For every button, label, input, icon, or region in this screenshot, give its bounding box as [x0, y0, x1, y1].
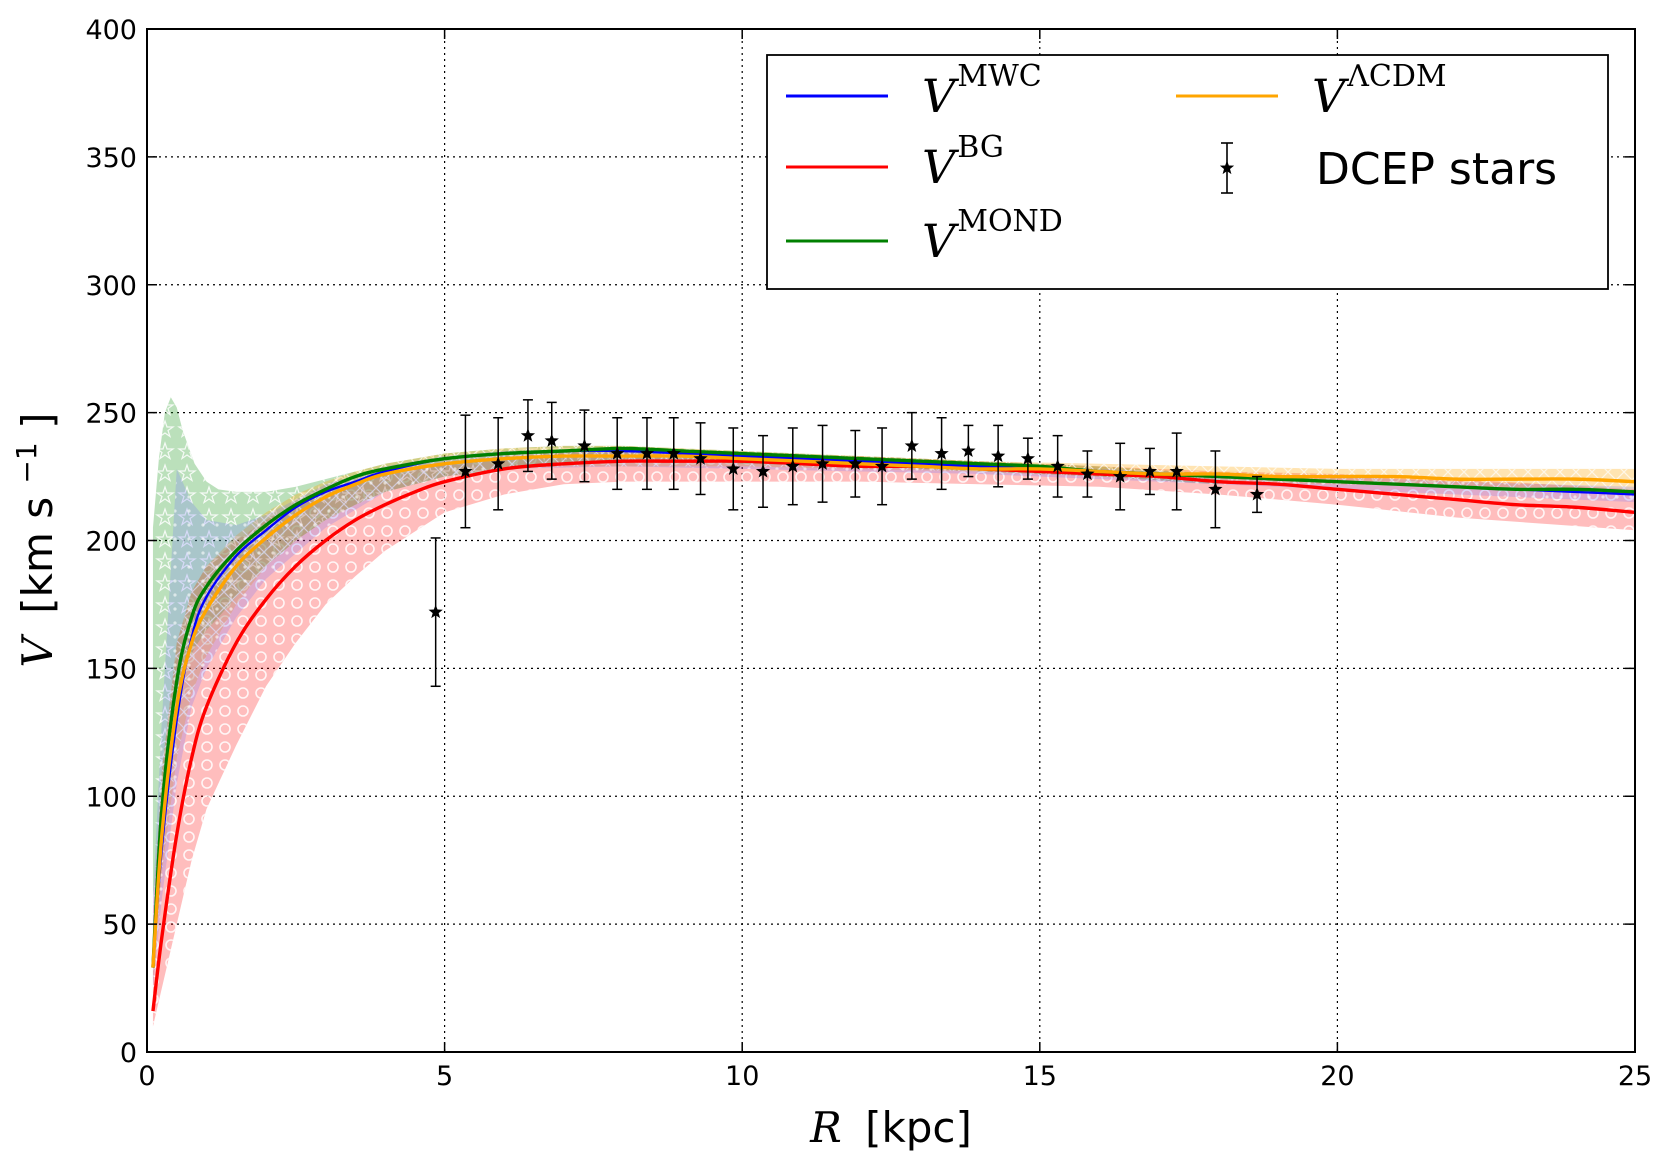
dcep-point-2: [491, 416, 506, 511]
dcep-marker-16: [904, 438, 919, 452]
dcep-point-6: [610, 416, 625, 491]
legend-label-bg: VBG: [922, 130, 1004, 194]
dcep-marker-15: [874, 458, 890, 473]
dcep-marker-9: [693, 451, 708, 465]
dcep-point-13: [815, 424, 830, 503]
x-axis-symbol: R: [809, 1103, 842, 1152]
dcep-point-14: [848, 429, 863, 498]
dcep-marker-12: [785, 458, 800, 473]
dcep-point-17: [934, 416, 949, 491]
dcep-marker-17: [934, 446, 949, 460]
y-axis-symbol: V: [13, 633, 62, 667]
dcep-marker-19: [991, 448, 1006, 463]
model-curves: [151, 446, 1635, 1012]
legend-label-dcep: DCEP stars: [1316, 144, 1557, 195]
dcep-marker-7: [639, 446, 655, 460]
dcep-point-26: [1208, 450, 1223, 529]
y-tick-label-7: 350: [85, 143, 137, 174]
dcep-point-8: [666, 416, 681, 491]
dcep-point-20: [1020, 437, 1036, 480]
x-axis-unit: [kpc]: [865, 1103, 972, 1152]
dcep-marker-25: [1169, 463, 1184, 478]
dcep-marker-5: [577, 438, 592, 452]
dcep-marker-26: [1208, 481, 1223, 496]
y-tick-label-1: 50: [103, 910, 137, 941]
series-line-bg: [151, 459, 1635, 1012]
legend-swatch-dcep: [1219, 142, 1235, 194]
dcep-marker-2: [491, 456, 506, 470]
dcep-point-18: [961, 424, 976, 478]
y-tick-label-0: 0: [120, 1038, 137, 1069]
y-axis-unit-exponent: −1: [10, 442, 43, 483]
series-line-mond: [151, 446, 1635, 968]
dcep-point-23: [1113, 442, 1128, 511]
x-tick-label-5: 25: [1618, 1061, 1652, 1092]
dcep-point-25: [1169, 432, 1184, 511]
dcep-point-21: [1050, 434, 1065, 498]
x-tick-label-2: 10: [725, 1061, 759, 1092]
dcep-marker-24: [1142, 463, 1158, 478]
legend-box: [766, 54, 1609, 290]
dcep-marker-22: [1080, 466, 1095, 481]
dcep-point-15: [874, 427, 890, 506]
y-axis-unit-close: ]: [13, 413, 62, 429]
y-tick-label-6: 300: [85, 271, 137, 302]
legend-label-lcdm: VΛCDM: [1312, 59, 1447, 123]
y-axis-unit: [km s: [13, 497, 62, 614]
dcep-marker-10: [726, 461, 741, 475]
x-tick-label-4: 20: [1320, 1061, 1354, 1092]
y-tick-label-5: 250: [85, 399, 137, 430]
dcep-marker-21: [1050, 458, 1065, 473]
x-axis-label: R [kpc]: [809, 1103, 972, 1152]
dcep-marker-8: [666, 446, 681, 460]
dcep-marker-11: [755, 463, 771, 478]
dcep-marker-1: [458, 463, 473, 478]
dcep-point-4: [544, 401, 559, 480]
dcep-marker-0: [428, 604, 443, 619]
x-tick-label-0: 0: [138, 1061, 155, 1092]
dcep-marker-27: [1249, 486, 1265, 501]
legend-label-mond: VMOND: [922, 204, 1063, 268]
y-tick-label-4: 200: [85, 527, 137, 558]
dcep-point-9: [693, 422, 708, 496]
y-tick-label-3: 150: [85, 654, 137, 685]
dcep-point-24: [1142, 447, 1158, 496]
legend-star-marker: [1219, 160, 1235, 175]
y-tick-label-2: 100: [85, 782, 137, 813]
dcep-marker-20: [1020, 451, 1036, 465]
dcep-point-10: [726, 427, 741, 511]
y-axis-label: V [km s −1 ]: [0, 413, 62, 668]
dcep-point-0: [428, 537, 443, 688]
dcep-point-3: [520, 399, 536, 473]
x-tick-label-1: 5: [436, 1061, 453, 1092]
dcep-point-12: [785, 427, 800, 506]
legend: VMWC VBG VMOND VΛCDM DCEP stars: [766, 54, 1609, 290]
dcep-marker-14: [848, 456, 863, 470]
dcep-point-16: [904, 411, 919, 480]
dcep-point-7: [639, 416, 655, 491]
dcep-points: [428, 399, 1265, 688]
legend-label-mwc: VMWC: [922, 59, 1042, 123]
dcep-marker-13: [815, 456, 830, 470]
dcep-point-5: [577, 409, 592, 483]
dcep-point-1: [458, 414, 473, 529]
dcep-marker-3: [520, 428, 536, 442]
dcep-point-19: [991, 424, 1006, 488]
dcep-marker-18: [961, 443, 976, 458]
dcep-marker-6: [610, 446, 625, 460]
dcep-point-27: [1249, 475, 1265, 514]
dcep-point-11: [755, 434, 771, 509]
dcep-marker-23: [1113, 469, 1128, 483]
dcep-point-22: [1080, 450, 1095, 498]
y-tick-label-8: 400: [85, 15, 137, 46]
dcep-marker-4: [544, 433, 559, 447]
x-tick-label-3: 15: [1023, 1061, 1057, 1092]
series-line-lcdm: [151, 454, 1635, 968]
